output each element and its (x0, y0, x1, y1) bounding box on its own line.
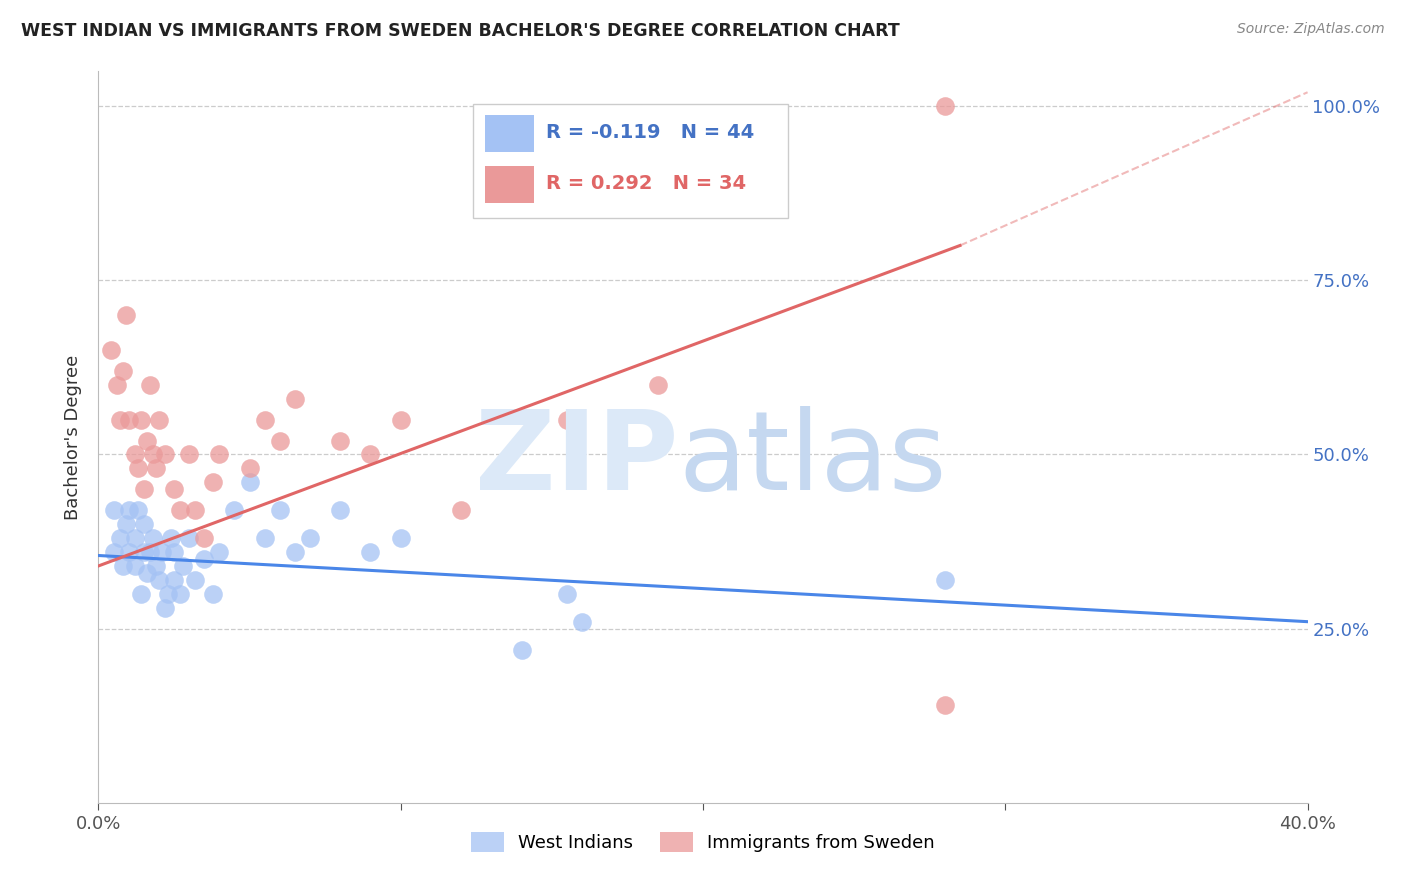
Point (163, 573, 186, 587)
Point (934, 698, 956, 713)
Y-axis label: Bachelor's Degree: Bachelor's Degree (65, 354, 83, 520)
Text: Source: ZipAtlas.com: Source: ZipAtlas.com (1237, 22, 1385, 37)
Point (253, 412, 276, 426)
Point (169, 587, 191, 601)
Point (239, 475, 262, 490)
Point (389, 531, 412, 545)
Point (132, 545, 155, 559)
Point (329, 434, 352, 448)
Point (571, 615, 593, 629)
Point (555, 412, 578, 426)
Point (108, 412, 131, 426)
Point (132, 517, 155, 532)
Point (360, 448, 382, 462)
Text: atlas: atlas (679, 406, 948, 513)
Point (124, 558, 146, 573)
Point (100, 343, 122, 357)
Point (129, 587, 152, 601)
Point (108, 531, 131, 545)
Point (184, 573, 207, 587)
Point (934, 99, 956, 113)
Point (163, 545, 186, 559)
Point (160, 531, 183, 545)
Point (647, 377, 669, 392)
Point (148, 573, 170, 587)
Point (172, 558, 194, 573)
Text: R = -0.119   N = 44: R = -0.119 N = 44 (546, 122, 754, 142)
FancyBboxPatch shape (485, 115, 534, 152)
Point (111, 558, 134, 573)
Point (224, 503, 246, 517)
Point (450, 503, 472, 517)
Point (145, 461, 167, 475)
Point (129, 412, 152, 426)
Point (269, 503, 291, 517)
Point (105, 377, 128, 392)
Point (135, 566, 157, 580)
Point (139, 377, 162, 392)
Text: ZIP: ZIP (475, 406, 679, 513)
Point (202, 587, 225, 601)
Point (163, 483, 186, 497)
Point (118, 503, 141, 517)
Point (127, 503, 149, 517)
Point (299, 531, 322, 545)
Point (156, 587, 179, 601)
Point (184, 503, 207, 517)
Point (103, 503, 125, 517)
Point (284, 392, 307, 406)
Point (124, 448, 146, 462)
Point (150, 545, 173, 559)
Point (153, 448, 176, 462)
Point (103, 545, 125, 559)
Point (555, 587, 578, 601)
Point (208, 448, 231, 462)
Point (193, 531, 215, 545)
Point (193, 552, 215, 566)
Point (111, 364, 134, 378)
Point (253, 531, 276, 545)
Point (360, 545, 382, 559)
Point (153, 600, 176, 615)
Text: R = 0.292   N = 34: R = 0.292 N = 34 (546, 174, 747, 193)
Point (145, 558, 167, 573)
Point (114, 517, 136, 532)
Point (239, 461, 262, 475)
FancyBboxPatch shape (485, 167, 534, 203)
Point (142, 448, 165, 462)
Point (118, 412, 141, 426)
Point (179, 448, 201, 462)
Point (139, 545, 162, 559)
Point (132, 483, 155, 497)
FancyBboxPatch shape (474, 104, 787, 218)
Point (142, 531, 165, 545)
Point (135, 434, 157, 448)
Point (124, 531, 146, 545)
Point (934, 573, 956, 587)
Point (127, 461, 149, 475)
Text: WEST INDIAN VS IMMIGRANTS FROM SWEDEN BACHELOR'S DEGREE CORRELATION CHART: WEST INDIAN VS IMMIGRANTS FROM SWEDEN BA… (21, 22, 900, 40)
Point (208, 545, 231, 559)
Point (269, 434, 291, 448)
Point (202, 475, 225, 490)
Point (179, 531, 201, 545)
Point (118, 545, 141, 559)
Legend: West Indians, Immigrants from Sweden: West Indians, Immigrants from Sweden (464, 824, 942, 860)
Point (329, 503, 352, 517)
Point (169, 503, 191, 517)
Point (114, 308, 136, 322)
Point (284, 545, 307, 559)
Point (510, 642, 533, 657)
Point (148, 412, 170, 426)
Point (389, 412, 412, 426)
